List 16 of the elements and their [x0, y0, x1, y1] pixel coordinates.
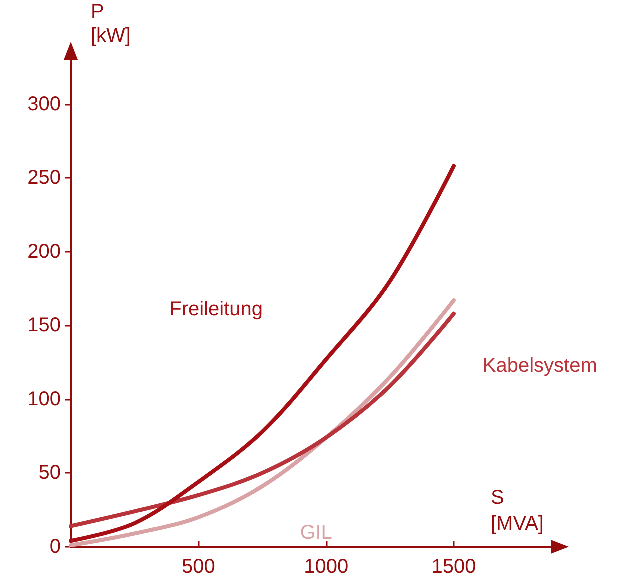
x-axis-title: S [MVA] [491, 487, 544, 535]
y-tick-label: 100 [28, 388, 61, 410]
y-tick-label: 200 [28, 240, 61, 263]
y-axis-title: P [kW] [91, 1, 131, 47]
text: GIL [300, 522, 332, 544]
text: Kabelsystem [482, 355, 598, 378]
y-tick-label: 0 [50, 536, 61, 558]
x-tick-label: 1500 [432, 556, 476, 578]
x-tick-label: 1000 [304, 556, 349, 578]
y-tick-label: 50 [38, 462, 61, 484]
y-tick-label: 300 [28, 93, 61, 116]
y-tick-label: 250 [28, 167, 61, 190]
text: Freileitung [170, 298, 264, 321]
line-series [69, 164, 456, 544]
y-tick-label: 150 [28, 314, 61, 337]
x-tick-label: 500 [182, 556, 216, 578]
